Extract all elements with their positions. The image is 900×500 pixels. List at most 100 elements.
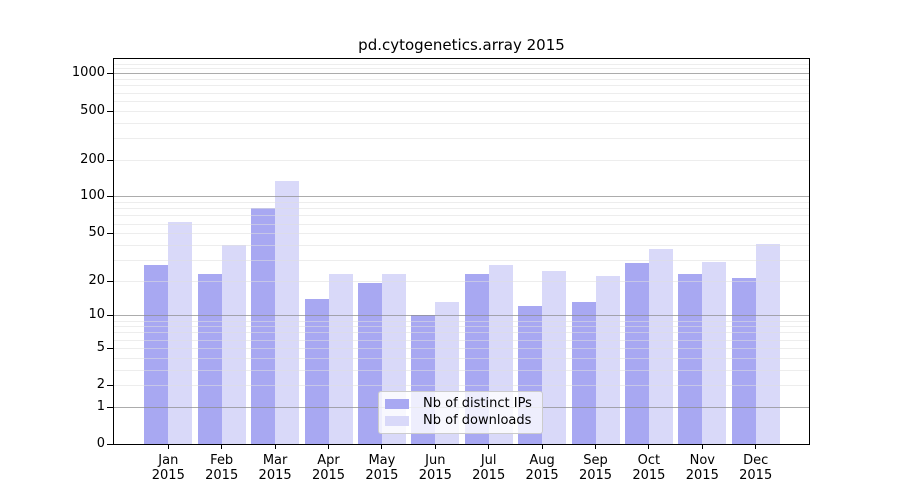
y-tick bbox=[107, 73, 113, 75]
y-tick bbox=[107, 347, 113, 349]
minor-gridline bbox=[114, 320, 809, 322]
minor-gridline bbox=[114, 100, 809, 102]
x-tick bbox=[648, 444, 650, 449]
legend-swatch-downloads-icon bbox=[385, 416, 409, 426]
major-gridline bbox=[114, 73, 809, 75]
x-tick-label-line: Apr bbox=[317, 453, 340, 468]
minor-gridline bbox=[114, 339, 809, 341]
minor-gridline bbox=[114, 110, 809, 112]
x-tick-label: May 2015 bbox=[350, 453, 414, 483]
bar-downloads-mar bbox=[275, 180, 300, 444]
x-tick-label-line: 2015 bbox=[365, 468, 399, 483]
bar-downloads-apr bbox=[328, 273, 353, 444]
y-tick-label: 2 bbox=[96, 377, 105, 393]
bar-downloads-feb bbox=[221, 244, 246, 444]
x-tick-label-line: Nov bbox=[689, 453, 715, 468]
x-tick-label: Jul 2015 bbox=[457, 453, 521, 483]
x-tick-label-line: Dec bbox=[743, 453, 769, 468]
x-tick-label: Jan 2015 bbox=[136, 453, 200, 483]
minor-gridline bbox=[114, 63, 809, 65]
minor-gridline bbox=[114, 79, 809, 81]
y-tick bbox=[107, 385, 113, 387]
x-tick-label-line: 2015 bbox=[685, 468, 719, 483]
bar-downloads-aug bbox=[542, 271, 567, 444]
minor-gridline bbox=[114, 215, 809, 217]
x-tick-label-line: Oct bbox=[637, 453, 661, 468]
x-tick-label: Sep 2015 bbox=[564, 453, 628, 483]
x-tick-label-line: Jul bbox=[480, 453, 497, 468]
minor-gridline bbox=[114, 332, 809, 334]
bar-distinct-ips-may bbox=[357, 283, 382, 444]
x-tick bbox=[488, 444, 490, 449]
y-tick-label: 10 bbox=[88, 307, 105, 323]
x-tick-label-line: 2015 bbox=[311, 468, 346, 483]
bar-downloads-dec bbox=[755, 243, 780, 444]
minor-gridline bbox=[114, 68, 809, 70]
minor-gridline bbox=[114, 280, 809, 282]
minor-gridline bbox=[114, 357, 809, 359]
bar-downloads-nov bbox=[702, 261, 727, 444]
bar-downloads-oct bbox=[648, 248, 673, 444]
x-tick-label-line: 2015 bbox=[418, 468, 452, 483]
x-tick bbox=[381, 444, 383, 449]
x-tick-label: Nov 2015 bbox=[670, 453, 734, 483]
x-tick-label-line: 2015 bbox=[739, 468, 773, 483]
bar-distinct-ips-dec bbox=[731, 278, 756, 444]
minor-gridline bbox=[114, 233, 809, 235]
x-tick-label-line: Jun bbox=[425, 453, 446, 468]
bar-downloads-sep bbox=[595, 275, 620, 444]
minor-gridline bbox=[114, 208, 809, 210]
legend-label-downloads: Nb of downloads bbox=[423, 413, 532, 428]
x-tick-label-line: May bbox=[368, 453, 396, 468]
minor-gridline bbox=[114, 202, 809, 204]
y-tick-label: 1000 bbox=[71, 65, 105, 81]
bar-distinct-ips-jan bbox=[144, 265, 169, 444]
x-tick-label: Dec 2015 bbox=[724, 453, 788, 483]
y-tick bbox=[107, 406, 113, 408]
legend: Nb of distinct IPs Nb of downloads bbox=[378, 391, 543, 434]
x-tick-label-line: Feb bbox=[210, 453, 234, 468]
y-tick-label: 20 bbox=[88, 272, 105, 288]
y-tick-label: 200 bbox=[80, 151, 105, 167]
x-tick-label-line: Jan bbox=[158, 453, 179, 468]
minor-gridline bbox=[114, 259, 809, 261]
bar-distinct-ips-sep bbox=[571, 302, 596, 444]
x-tick-label-line: Sep bbox=[583, 453, 608, 468]
minor-gridline bbox=[114, 347, 809, 349]
x-tick bbox=[434, 444, 436, 449]
x-tick bbox=[701, 444, 703, 449]
bar-distinct-ips-apr bbox=[304, 298, 329, 444]
x-tick-label: Mar 2015 bbox=[243, 453, 307, 483]
x-tick bbox=[541, 444, 543, 449]
y-tick bbox=[107, 196, 113, 198]
x-tick-label: Jun 2015 bbox=[403, 453, 467, 483]
y-tick bbox=[107, 159, 113, 161]
major-gridline bbox=[114, 315, 809, 317]
x-tick bbox=[167, 444, 169, 449]
x-tick-label: Oct 2015 bbox=[617, 453, 681, 483]
legend-item-distinct-ips: Nb of distinct IPs bbox=[385, 397, 532, 411]
x-tick-label: Aug 2015 bbox=[510, 453, 574, 483]
minor-gridline bbox=[114, 326, 809, 328]
x-tick-label: Apr 2015 bbox=[297, 453, 361, 483]
minor-gridline bbox=[114, 159, 809, 161]
y-tick bbox=[107, 280, 113, 282]
legend-swatch-distinct-ips-icon bbox=[385, 399, 409, 409]
x-tick-label-line: 2015 bbox=[205, 468, 239, 483]
x-tick bbox=[221, 444, 223, 449]
bar-distinct-ips-oct bbox=[624, 263, 649, 444]
y-tick-label: 50 bbox=[88, 225, 105, 241]
legend-label-distinct-ips: Nb of distinct IPs bbox=[423, 396, 532, 411]
x-tick bbox=[755, 444, 757, 449]
minor-gridline bbox=[114, 137, 809, 139]
y-tick bbox=[107, 233, 113, 235]
minor-gridline bbox=[114, 385, 809, 387]
x-tick-label-line: 2015 bbox=[258, 468, 292, 483]
x-tick-label: Feb 2015 bbox=[190, 453, 254, 483]
bar-distinct-ips-nov bbox=[678, 273, 703, 444]
minor-gridline bbox=[114, 85, 809, 87]
minor-gridline bbox=[114, 244, 809, 246]
x-tick bbox=[274, 444, 276, 449]
major-gridline bbox=[114, 196, 809, 198]
